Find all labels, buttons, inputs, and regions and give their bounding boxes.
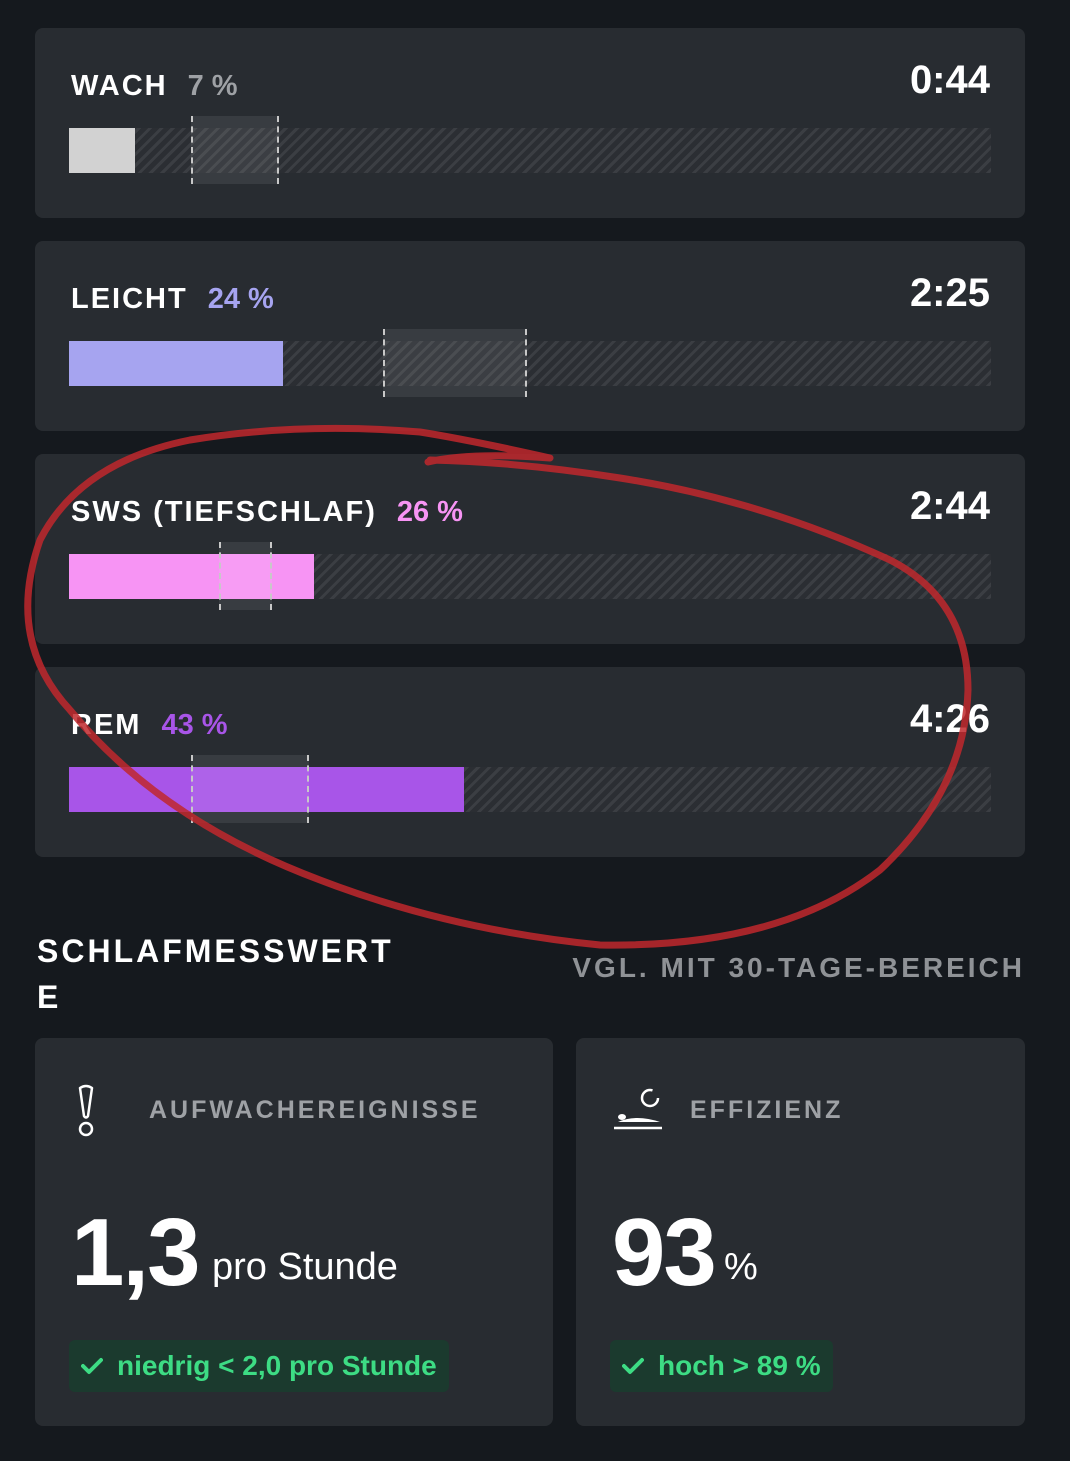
comparison-label: VGL. MIT 30-TAGE-BEREICH	[572, 952, 1025, 983]
stage-card-wach[interactable]: WACH 7 % 0:44	[35, 28, 1025, 218]
sleeping-person-icon	[612, 1084, 664, 1139]
stage-bar-fill	[69, 128, 135, 173]
status-badge: hoch > 89 %	[610, 1340, 833, 1392]
stage-percent: 26 %	[396, 496, 463, 528]
stage-percent: 24 %	[207, 283, 274, 315]
typical-range-marker	[219, 542, 272, 610]
check-icon	[622, 1358, 644, 1374]
stage-bar-fill	[69, 341, 283, 386]
typical-range-marker	[191, 116, 279, 184]
stage-bar	[69, 116, 991, 184]
stage-label: SWS (TIEFSCHLAF) 26 %	[71, 496, 463, 528]
stage-card-rem[interactable]: REM 43 % 4:26	[35, 667, 1025, 857]
stage-bar	[69, 329, 991, 397]
status-badge: niedrig < 2,0 pro Stunde	[69, 1340, 449, 1392]
stage-label: REM 43 %	[71, 709, 228, 741]
metric-title: AUFWACHEREIGNISSE	[149, 1096, 481, 1124]
stage-duration: 0:44	[909, 58, 990, 102]
metric-unit: %	[724, 1246, 758, 1288]
metric-card-awakenings[interactable]: AUFWACHEREIGNISSE 1,3 pro Stunde niedrig…	[35, 1038, 553, 1426]
metric-value: 93	[612, 1199, 717, 1306]
status-badge-text: hoch > 89 %	[658, 1350, 821, 1381]
stage-duration: 2:25	[909, 271, 990, 315]
typical-range-marker	[383, 329, 527, 397]
stage-duration: 4:26	[909, 697, 990, 741]
metric-title: EFFIZIENZ	[690, 1096, 844, 1124]
stage-label: LEICHT 24 %	[71, 283, 274, 315]
stage-bar-fill	[69, 554, 314, 599]
stage-bar	[69, 542, 991, 610]
metric-value: 1,3	[71, 1199, 200, 1306]
stage-card-leicht[interactable]: LEICHT 24 % 2:25	[35, 241, 1025, 431]
stage-label: WACH 7 %	[71, 70, 238, 102]
exclamation-icon	[71, 1084, 101, 1145]
metric-unit: pro Stunde	[212, 1246, 398, 1288]
status-badge-text: niedrig < 2,0 pro Stunde	[117, 1350, 437, 1381]
stage-duration: 2:44	[909, 484, 990, 528]
section-title: SCHLAFMESSWERT E	[37, 933, 394, 1015]
check-icon	[81, 1358, 103, 1374]
stage-percent: 7 %	[187, 70, 238, 102]
metric-card-efficiency[interactable]: EFFIZIENZ 93 % hoch > 89 %	[576, 1038, 1025, 1426]
typical-range-marker	[191, 755, 309, 823]
stage-percent: 43 %	[161, 709, 228, 741]
stage-card-sws[interactable]: SWS (TIEFSCHLAF) 26 % 2:44	[35, 454, 1025, 644]
stage-bar	[69, 755, 991, 823]
